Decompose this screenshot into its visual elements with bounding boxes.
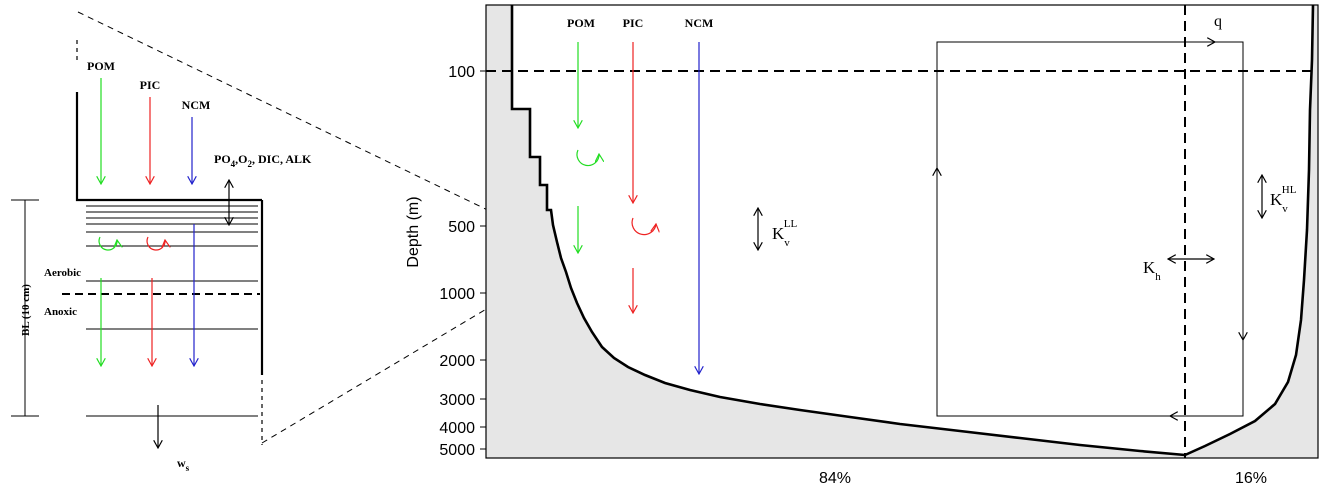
detail-pom-label: POM [87,59,115,73]
detail-ncm-label: NCM [182,98,211,112]
q-label: q [1214,13,1222,30]
detail-pom-recycle-icon [98,236,117,251]
bl-layer-lines [86,205,258,417]
detail-pic-label: PIC [140,78,161,92]
high-lat-seafloor-profile [1184,4,1315,457]
kh-label: Kh [1143,258,1161,283]
y-axis: 100 500 1000 2000 3000 4000 5000 Depth (… [405,64,486,459]
low-lat-seafloor-fill [486,5,1185,458]
y-axis-label: Depth (m) [405,196,422,267]
plot-frame [485,4,1319,459]
overturning-loop [936,41,1244,417]
kv-hl-label: KvHL [1270,184,1297,215]
y-tick-label: 5000 [439,442,475,459]
main-pom-recycle-icon [576,149,599,167]
detail-pic-recycle-icon [146,236,165,251]
bl-label: BL (10 cm) [20,284,32,336]
burial-label: ws [177,456,190,473]
main-pic-label: PIC [623,16,644,30]
sediment-detail-panel: BL (10 cm) POM PIC NCM Aerobic Anoxic PO… [11,40,312,473]
y-tick-label: 2000 [439,353,475,370]
aerobic-label: Aerobic [44,267,81,279]
y-tick-label: 500 [448,219,475,236]
high-lat-seafloor-fill [1185,5,1318,458]
low-lat-seafloor-profile [510,5,1186,457]
y-tick-label: 3000 [439,392,475,409]
y-tick-label: 4000 [439,420,475,437]
y-tick-label: 100 [448,64,475,81]
detail-box-outline [75,92,262,202]
kv-ll-label: KvLL [772,218,798,249]
main-pom-label: POM [567,16,595,30]
anoxic-label: Anoxic [44,306,77,318]
ocean-box-model-panel: 100 500 1000 2000 3000 4000 5000 Depth (… [405,4,1319,487]
main-ncm-label: NCM [685,16,714,30]
high-lat-percent: 16% [1235,470,1267,487]
bl-bracket [11,199,39,417]
main-pic-recycle-icon [631,217,656,236]
y-tick-label: 1000 [439,286,475,303]
low-lat-percent: 84% [819,470,851,487]
exchange-label: PO4,O2, DIC, ALK [214,152,312,169]
